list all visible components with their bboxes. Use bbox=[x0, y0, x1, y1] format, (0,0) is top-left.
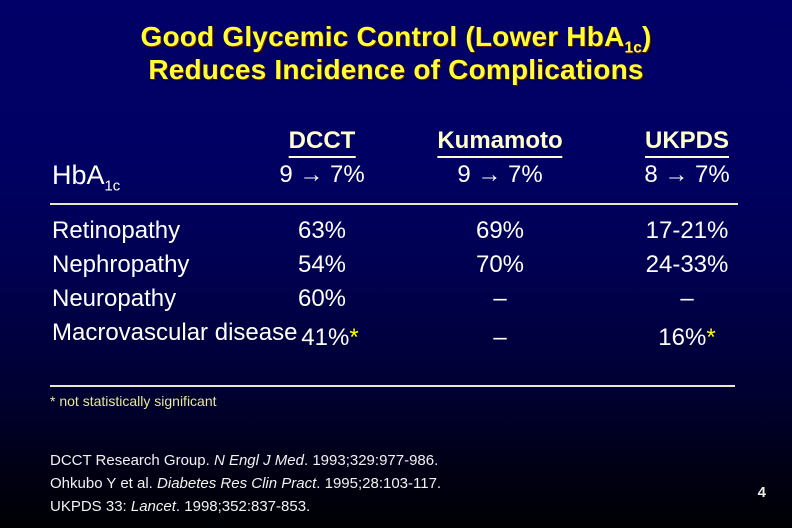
hba1c-change-kumamoto: 9 → 7% bbox=[457, 161, 543, 188]
title-line-1-text: Good Glycemic Control (Lower HbA bbox=[140, 21, 625, 52]
cell-dcct: 41%* bbox=[301, 321, 358, 355]
column-header-ukpds: UKPDS bbox=[644, 127, 730, 158]
study-column-headers: DCCT Kumamoto UKPDS bbox=[0, 127, 792, 158]
journal-name: N Engl J Med bbox=[213, 452, 304, 469]
hba1c-change-ukpds: 8 → 7% bbox=[644, 161, 730, 188]
significance-asterisk: * bbox=[706, 324, 716, 351]
column-header-kumamoto: Kumamoto bbox=[437, 127, 563, 158]
cell-value: 16% bbox=[658, 324, 707, 351]
cell-value: – bbox=[493, 324, 507, 351]
table-row-nephropathy: Nephropathy 54% 70% 24-33% bbox=[0, 248, 792, 282]
column-header-dcct: DCCT bbox=[288, 127, 356, 158]
table-row-neuropathy: Neuropathy 60% – – bbox=[0, 282, 792, 316]
cell-ukpds: – bbox=[680, 282, 693, 316]
reference-citation: . 1998;352:837-853. bbox=[175, 498, 311, 515]
title-line-1: Good Glycemic Control (Lower HbA1c) bbox=[140, 21, 652, 56]
reference-citation: . 1995;28:103-117. bbox=[316, 475, 442, 492]
cell-value: – bbox=[680, 285, 694, 312]
hba1c-label-text: HbA bbox=[52, 160, 105, 190]
cell-kumamoto: 69% bbox=[476, 214, 524, 248]
row-label: Neuropathy bbox=[52, 285, 177, 312]
row-label: Macrovascular disease bbox=[52, 319, 298, 346]
hba1c-change-dcct: 9 → 7% bbox=[279, 161, 365, 188]
cell-kumamoto: – bbox=[493, 321, 506, 355]
cell-value: – bbox=[493, 285, 507, 312]
footnote: * not statistically significant bbox=[50, 393, 217, 409]
divider-top bbox=[50, 203, 738, 205]
complications-table: Retinopathy 63% 69% 17-21% Nephropathy 5… bbox=[0, 214, 792, 351]
reference-citation: . 1993;329:977-986. bbox=[304, 452, 439, 469]
title-line-2: Reduces Incidence of Complications bbox=[148, 54, 644, 85]
cell-ukpds: 17-21% bbox=[646, 214, 729, 248]
significance-asterisk: * bbox=[349, 324, 359, 351]
cell-value: 24-33% bbox=[645, 251, 729, 278]
slide-title: Good Glycemic Control (Lower HbA1c) Redu… bbox=[0, 20, 792, 86]
journal-name: Diabetes Res Clin Pract bbox=[157, 475, 317, 492]
reference-dcct: DCCT Research Group. N Engl J Med. 1993;… bbox=[50, 449, 441, 472]
references: DCCT Research Group. N Engl J Med. 1993;… bbox=[50, 449, 441, 518]
cell-value: 54% bbox=[297, 251, 347, 278]
reference-text: Ohkubo Y et al. bbox=[50, 475, 158, 492]
hba1c-change-row: HbA1c 9 → 7% 9 → 7% 8 → 7% bbox=[0, 158, 792, 195]
reference-text: DCCT Research Group. bbox=[50, 452, 214, 469]
table-row-macrovascular-disease: Macrovascular disease 41%* – 16%* bbox=[0, 316, 792, 351]
hba1c-label-subscript: 1c bbox=[104, 178, 121, 195]
reference-ukpds: UKPDS 33: Lancet. 1998;352:837-853. bbox=[50, 495, 441, 518]
cell-value: 70% bbox=[475, 251, 525, 278]
reference-ohkubo: Ohkubo Y et al. Diabetes Res Clin Pract.… bbox=[50, 472, 441, 495]
table-row-retinopathy: Retinopathy 63% 69% 17-21% bbox=[0, 214, 792, 248]
divider-bottom bbox=[50, 385, 735, 387]
reference-text: UKPDS 33: bbox=[50, 498, 131, 515]
cell-value: 60% bbox=[297, 285, 347, 312]
cell-dcct: 54% bbox=[298, 248, 346, 282]
cell-value: 41% bbox=[301, 324, 350, 351]
cell-dcct: 63% bbox=[298, 214, 346, 248]
cell-kumamoto: 70% bbox=[476, 248, 524, 282]
cell-value: 69% bbox=[475, 217, 525, 244]
cell-dcct: 60% bbox=[298, 282, 346, 316]
slide-number: 4 bbox=[757, 484, 766, 501]
row-label: Retinopathy bbox=[52, 217, 181, 244]
journal-name: Lancet bbox=[130, 498, 176, 515]
cell-ukpds: 16%* bbox=[658, 321, 715, 355]
cell-ukpds: 24-33% bbox=[646, 248, 729, 282]
title-hba1c-subscript: 1c bbox=[624, 39, 642, 57]
cell-kumamoto: – bbox=[493, 282, 506, 316]
row-label: Nephropathy bbox=[52, 251, 190, 278]
title-line-1-close: ) bbox=[642, 21, 652, 52]
cell-value: 63% bbox=[297, 217, 347, 244]
cell-value: 17-21% bbox=[645, 217, 729, 244]
hba1c-row-label: HbA1c bbox=[52, 158, 121, 195]
